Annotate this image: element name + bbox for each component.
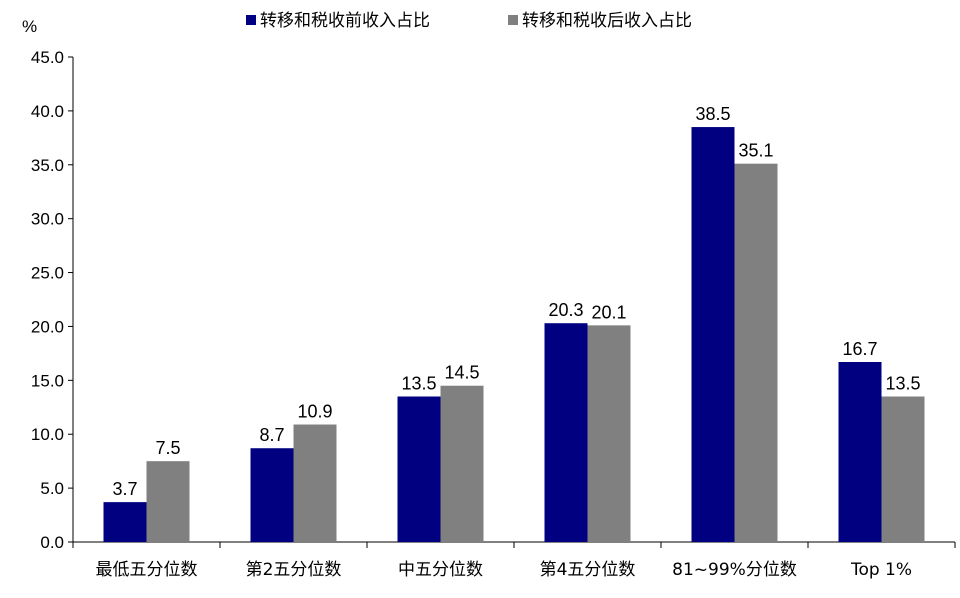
x-category-label: 最低五分位数 [96, 560, 198, 580]
y-tick-label: 30.0 [31, 210, 64, 229]
bar [691, 127, 735, 543]
bar [838, 362, 882, 542]
y-tick-label: 10.0 [31, 425, 64, 444]
x-axis: 最低五分位数 第2五分位数 中五分位数 第4五分位数 81~99%分位数 Top 1% [72, 541, 956, 580]
bar [587, 325, 631, 542]
bar [250, 448, 294, 542]
y-tick-label: 45.0 [31, 48, 64, 67]
bar-value-label: 14.5 [444, 363, 479, 383]
bar [146, 461, 190, 542]
bar [103, 502, 147, 542]
legend: 转移和税收前收入占比 转移和税收后收入占比 [246, 11, 692, 31]
bar [544, 323, 588, 542]
legend-swatch [246, 15, 256, 25]
bar-value-label: 20.1 [591, 302, 626, 322]
bar-value-label: 13.5 [401, 374, 436, 394]
legend-label: 转移和税收后收入占比 [522, 11, 692, 31]
y-axis: 0.0 5.0 10.0 15.0 20.0 25.0 30.0 35.0 40.0 45.0 [31, 48, 74, 552]
bar-value-label: 10.9 [297, 402, 332, 422]
x-category-label: Top 1% [850, 560, 912, 580]
bar [440, 385, 484, 542]
bars [103, 127, 925, 543]
bar-value-label: 38.5 [695, 104, 730, 124]
y-tick-label: 25.0 [31, 264, 64, 283]
data-labels: 3.7 8.7 13.5 20.3 38.5 16.7 7.5 10.9 14.5 20.1 35.… [112, 104, 920, 499]
bar-value-label: 3.7 [112, 479, 137, 499]
bar-value-label: 20.3 [548, 300, 583, 320]
y-tick-label: 5.0 [40, 479, 64, 498]
y-tick-label: 20.0 [31, 317, 64, 336]
y-tick-label: 35.0 [31, 156, 64, 175]
y-tick-label: 0.0 [40, 533, 64, 552]
bar-value-label: 35.1 [738, 141, 773, 161]
x-category-label: 第4五分位数 [540, 560, 636, 580]
y-tick-label: 15.0 [31, 371, 64, 390]
bar [293, 424, 337, 542]
bar [397, 396, 441, 542]
x-category-label: 第2五分位数 [246, 560, 342, 580]
y-unit-label: % [22, 17, 37, 36]
bar-value-label: 13.5 [885, 374, 920, 394]
bar [734, 163, 778, 542]
x-category-label: 中五分位数 [398, 560, 483, 580]
bar [881, 396, 925, 542]
bar-value-label: 8.7 [259, 425, 284, 445]
legend-label: 转移和税收前收入占比 [260, 11, 430, 31]
legend-swatch [508, 15, 518, 25]
y-tick-label: 40.0 [31, 102, 64, 121]
bar-value-label: 16.7 [842, 339, 877, 359]
bar-value-label: 7.5 [155, 438, 180, 458]
x-category-label: 81~99%分位数 [672, 560, 797, 580]
